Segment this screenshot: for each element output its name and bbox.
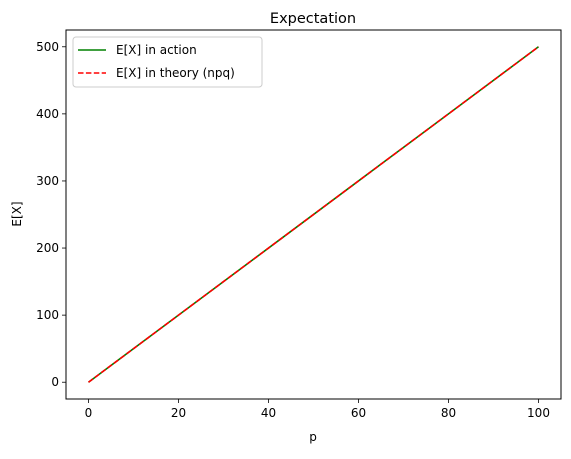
y-axis-label: E[X] (10, 201, 24, 226)
series-line-theory (88, 46, 539, 383)
y-tick-label: 500 (36, 40, 59, 54)
plot-frame (65, 29, 562, 400)
legend-label-action: E[X] in action (116, 43, 197, 57)
x-tick-label: 20 (171, 406, 186, 420)
x-tick-label: 60 (351, 406, 366, 420)
y-tick-label: 100 (36, 308, 59, 322)
x-tick-label: 100 (527, 406, 550, 420)
y-axis-ticks: 0 100 200 300 400 500 (36, 40, 66, 389)
legend-label-theory: E[X] in theory (npq) (116, 66, 235, 80)
y-tick-label: 300 (36, 174, 59, 188)
y-tick-label: 0 (51, 375, 59, 389)
y-tick-label: 400 (36, 107, 59, 121)
y-tick-label: 200 (36, 241, 59, 255)
x-tick-label: 40 (261, 406, 276, 420)
legend-box (72, 36, 263, 88)
x-axis-ticks: 0 20 40 60 80 100 (85, 399, 550, 420)
x-tick-label: 0 (85, 406, 93, 420)
plot-area (88, 46, 539, 383)
x-axis-label: p (309, 430, 317, 444)
legend: E[X] in action E[X] in theory (npq) (72, 36, 263, 88)
x-tick-label: 80 (441, 406, 456, 420)
chart-title: Expectation (270, 11, 356, 27)
